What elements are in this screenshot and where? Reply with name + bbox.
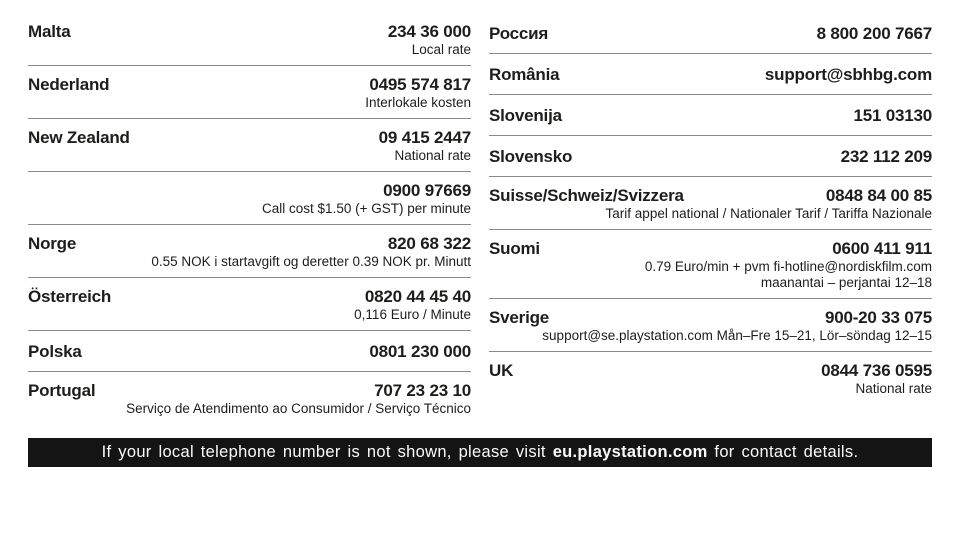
contact-number: 900-20 33 075 [824,308,932,327]
contact-number: 0820 44 45 40 [364,287,471,306]
contact-number: 0495 574 817 [369,75,471,94]
contact-row-main: Россия 8 800 200 7667 [489,23,932,44]
contact-row-main: Sverige 900-20 33 075 [489,307,932,328]
contact-row-main: Portugal 707 23 23 10 [28,380,471,401]
country-name: Polska [28,342,82,361]
contact-row-portugal: Portugal 707 23 23 10 Serviço de Atendim… [28,372,471,424]
contact-row-main: Suomi 0600 411 911 [489,238,932,259]
contact-number: 234 36 000 [387,22,471,41]
rate-note: Call cost $1.50 (+ GST) per minute [262,201,471,216]
contact-number: support@sbhbg.com [764,65,932,84]
country-name: Sverige [489,308,550,327]
rate-note: Local rate [411,42,471,57]
contact-row-oesterreich: Österreich 0820 44 45 40 0,116 Euro / Mi… [28,278,471,331]
country-name: New Zealand [28,128,130,147]
contact-row-main: Norge 820 68 322 [28,233,471,254]
contact-row-main: 0900 97669 [28,180,471,201]
rate-note: Interlokale kosten [365,95,471,110]
contact-row-main: Malta 234 36 000 [28,21,471,42]
contact-row-main: New Zealand 09 415 2447 [28,127,471,148]
opening-hours-note: maanantai – perjantai 12–18 [760,275,932,290]
contact-row-sverige: Sverige 900-20 33 075 support@se.playsta… [489,299,932,352]
footer-notice-suffix: for contact details. [707,443,859,461]
country-name: Malta [28,22,71,41]
contact-row-polska: Polska 0801 230 000 [28,331,471,372]
contact-number: 09 415 2447 [378,128,472,147]
contacts-column-left: Malta 234 36 000 Local rate Nederland 04… [28,13,471,424]
rate-note: 0.55 NOK i startavgift og deretter 0.39 … [151,254,471,269]
contact-number: 0900 97669 [383,181,471,200]
country-name: Slovenija [489,106,562,125]
contact-row-main: Suisse/Schweiz/Svizzera 0848 84 00 85 [489,185,932,206]
contact-row-norge: Norge 820 68 322 0.55 NOK i startavgift … [28,225,471,278]
contact-number: 0848 84 00 85 [825,186,932,205]
contact-number: 0801 230 000 [369,342,471,361]
contact-row-main: UK 0844 736 0595 [489,360,932,381]
country-name: Österreich [28,287,112,306]
contact-row-main: Slovensko 232 112 209 [489,146,932,167]
contact-number: 0844 736 0595 [821,361,932,380]
contact-row-uk: UK 0844 736 0595 National rate [489,352,932,404]
contact-row-new-zealand: New Zealand 09 415 2447 National rate [28,119,471,172]
contact-row-main: Österreich 0820 44 45 40 [28,286,471,307]
contact-row-slovensko: Slovensko 232 112 209 [489,136,932,177]
country-name: Norge [28,234,77,253]
contact-number: 151 03130 [853,106,932,125]
contact-number: 8 800 200 7667 [816,24,933,43]
contact-row-main: România support@sbhbg.com [489,64,932,85]
rate-note: Tarif appel national / Nationaler Tarif … [605,206,932,221]
country-name: Slovensko [489,147,573,166]
contact-row-main: Polska 0801 230 000 [28,341,471,362]
rate-note: National rate [855,381,932,396]
contact-row-slovenija: Slovenija 151 03130 [489,95,932,136]
country-name: Россия [489,24,549,43]
playstation-url: eu.playstation.com [552,443,708,461]
footer-notice-bar: If your local telephone number is not sh… [28,438,932,467]
rate-note: 0,116 Euro / Minute [354,307,471,322]
contact-row-suomi: Suomi 0600 411 911 0.79 Euro/min + pvm f… [489,230,932,299]
country-name: Suomi [489,239,540,258]
contact-row-romania: România support@sbhbg.com [489,54,932,95]
contact-row-new-zealand-premium: 0900 97669 Call cost $1.50 (+ GST) per m… [28,172,471,225]
footer-notice-text: If your local telephone number is not sh… [101,443,553,461]
contact-row-main: Slovenija 151 03130 [489,105,932,126]
rate-note: National rate [394,148,471,163]
contact-number: 232 112 209 [840,147,933,166]
country-name: Nederland [28,75,110,94]
contact-number: 0600 411 911 [832,239,932,258]
contacts-column-right: Россия 8 800 200 7667 România support@sb… [489,13,932,424]
contact-number: 707 23 23 10 [374,381,471,400]
country-name: România [489,65,560,84]
contact-row-nederland: Nederland 0495 574 817 Interlokale koste… [28,66,471,119]
contact-row-rossiya: Россия 8 800 200 7667 [489,13,932,54]
contact-row-malta: Malta 234 36 000 Local rate [28,13,471,66]
contact-row-main: Nederland 0495 574 817 [28,74,471,95]
country-name: UK [489,361,514,380]
contact-number: 820 68 322 [387,234,471,253]
contact-row-suisse: Suisse/Schweiz/Svizzera 0848 84 00 85 Ta… [489,177,932,230]
country-name: Suisse/Schweiz/Svizzera [489,186,684,205]
rate-note: Serviço de Atendimento ao Consumidor / S… [126,401,471,416]
rate-note: 0.79 Euro/min + pvm fi-hotline@nordiskfi… [644,259,932,274]
contacts-columns: Malta 234 36 000 Local rate Nederland 04… [28,13,932,424]
rate-note: support@se.playstation.com Mån–Fre 15–21… [542,328,932,343]
country-name: Portugal [28,381,96,400]
